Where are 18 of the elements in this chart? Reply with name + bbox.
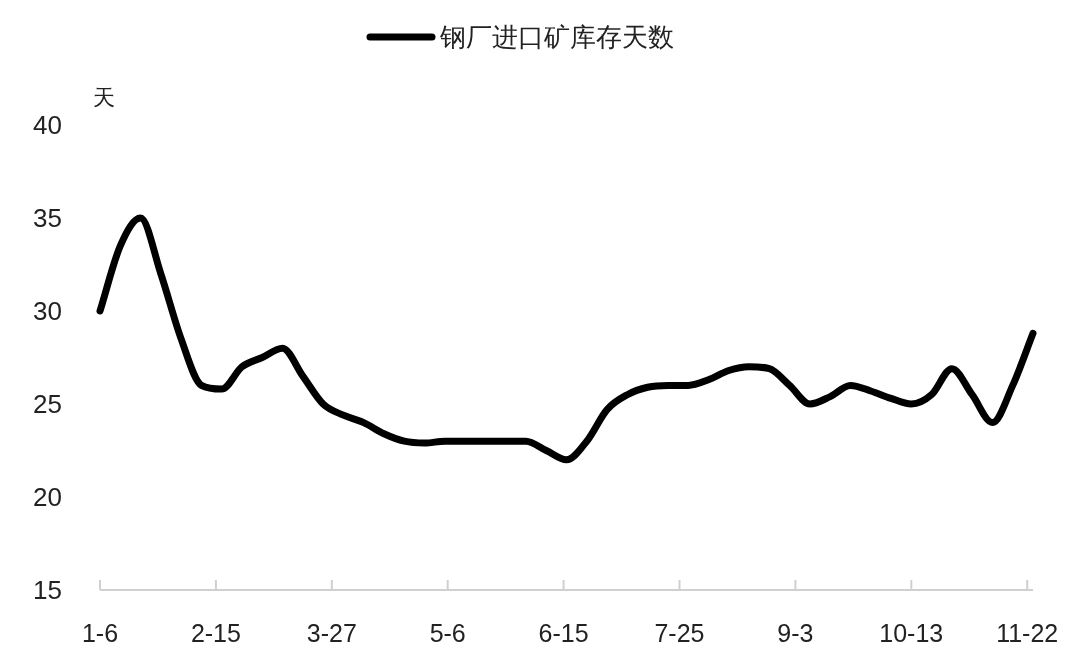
y-tick-label: 40: [33, 110, 62, 140]
y-tick-label: 25: [33, 389, 62, 419]
legend: 钢厂进口矿库存天数: [366, 22, 674, 52]
x-tick-label: 1-6: [81, 619, 119, 647]
x-tick-label: 2-15: [190, 619, 241, 647]
x-tick-label: 10-13: [879, 619, 944, 647]
y-tick-label: 35: [33, 203, 62, 233]
y-axis-title: 天: [93, 85, 115, 110]
y-tick-label: 30: [33, 296, 62, 326]
legend-label: 钢厂进口矿库存天数: [439, 22, 674, 52]
y-tick-label: 15: [33, 575, 62, 605]
y-tick-label: 20: [33, 482, 62, 512]
x-tick-label: 5-6: [429, 619, 466, 647]
x-tick-label: 3-27: [306, 619, 357, 647]
x-tick-label: 9-3: [777, 619, 814, 647]
x-tick-label: 6-15: [538, 619, 589, 647]
x-tick-label: 11-22: [996, 619, 1059, 647]
x-tick-label: 7-25: [654, 619, 705, 647]
